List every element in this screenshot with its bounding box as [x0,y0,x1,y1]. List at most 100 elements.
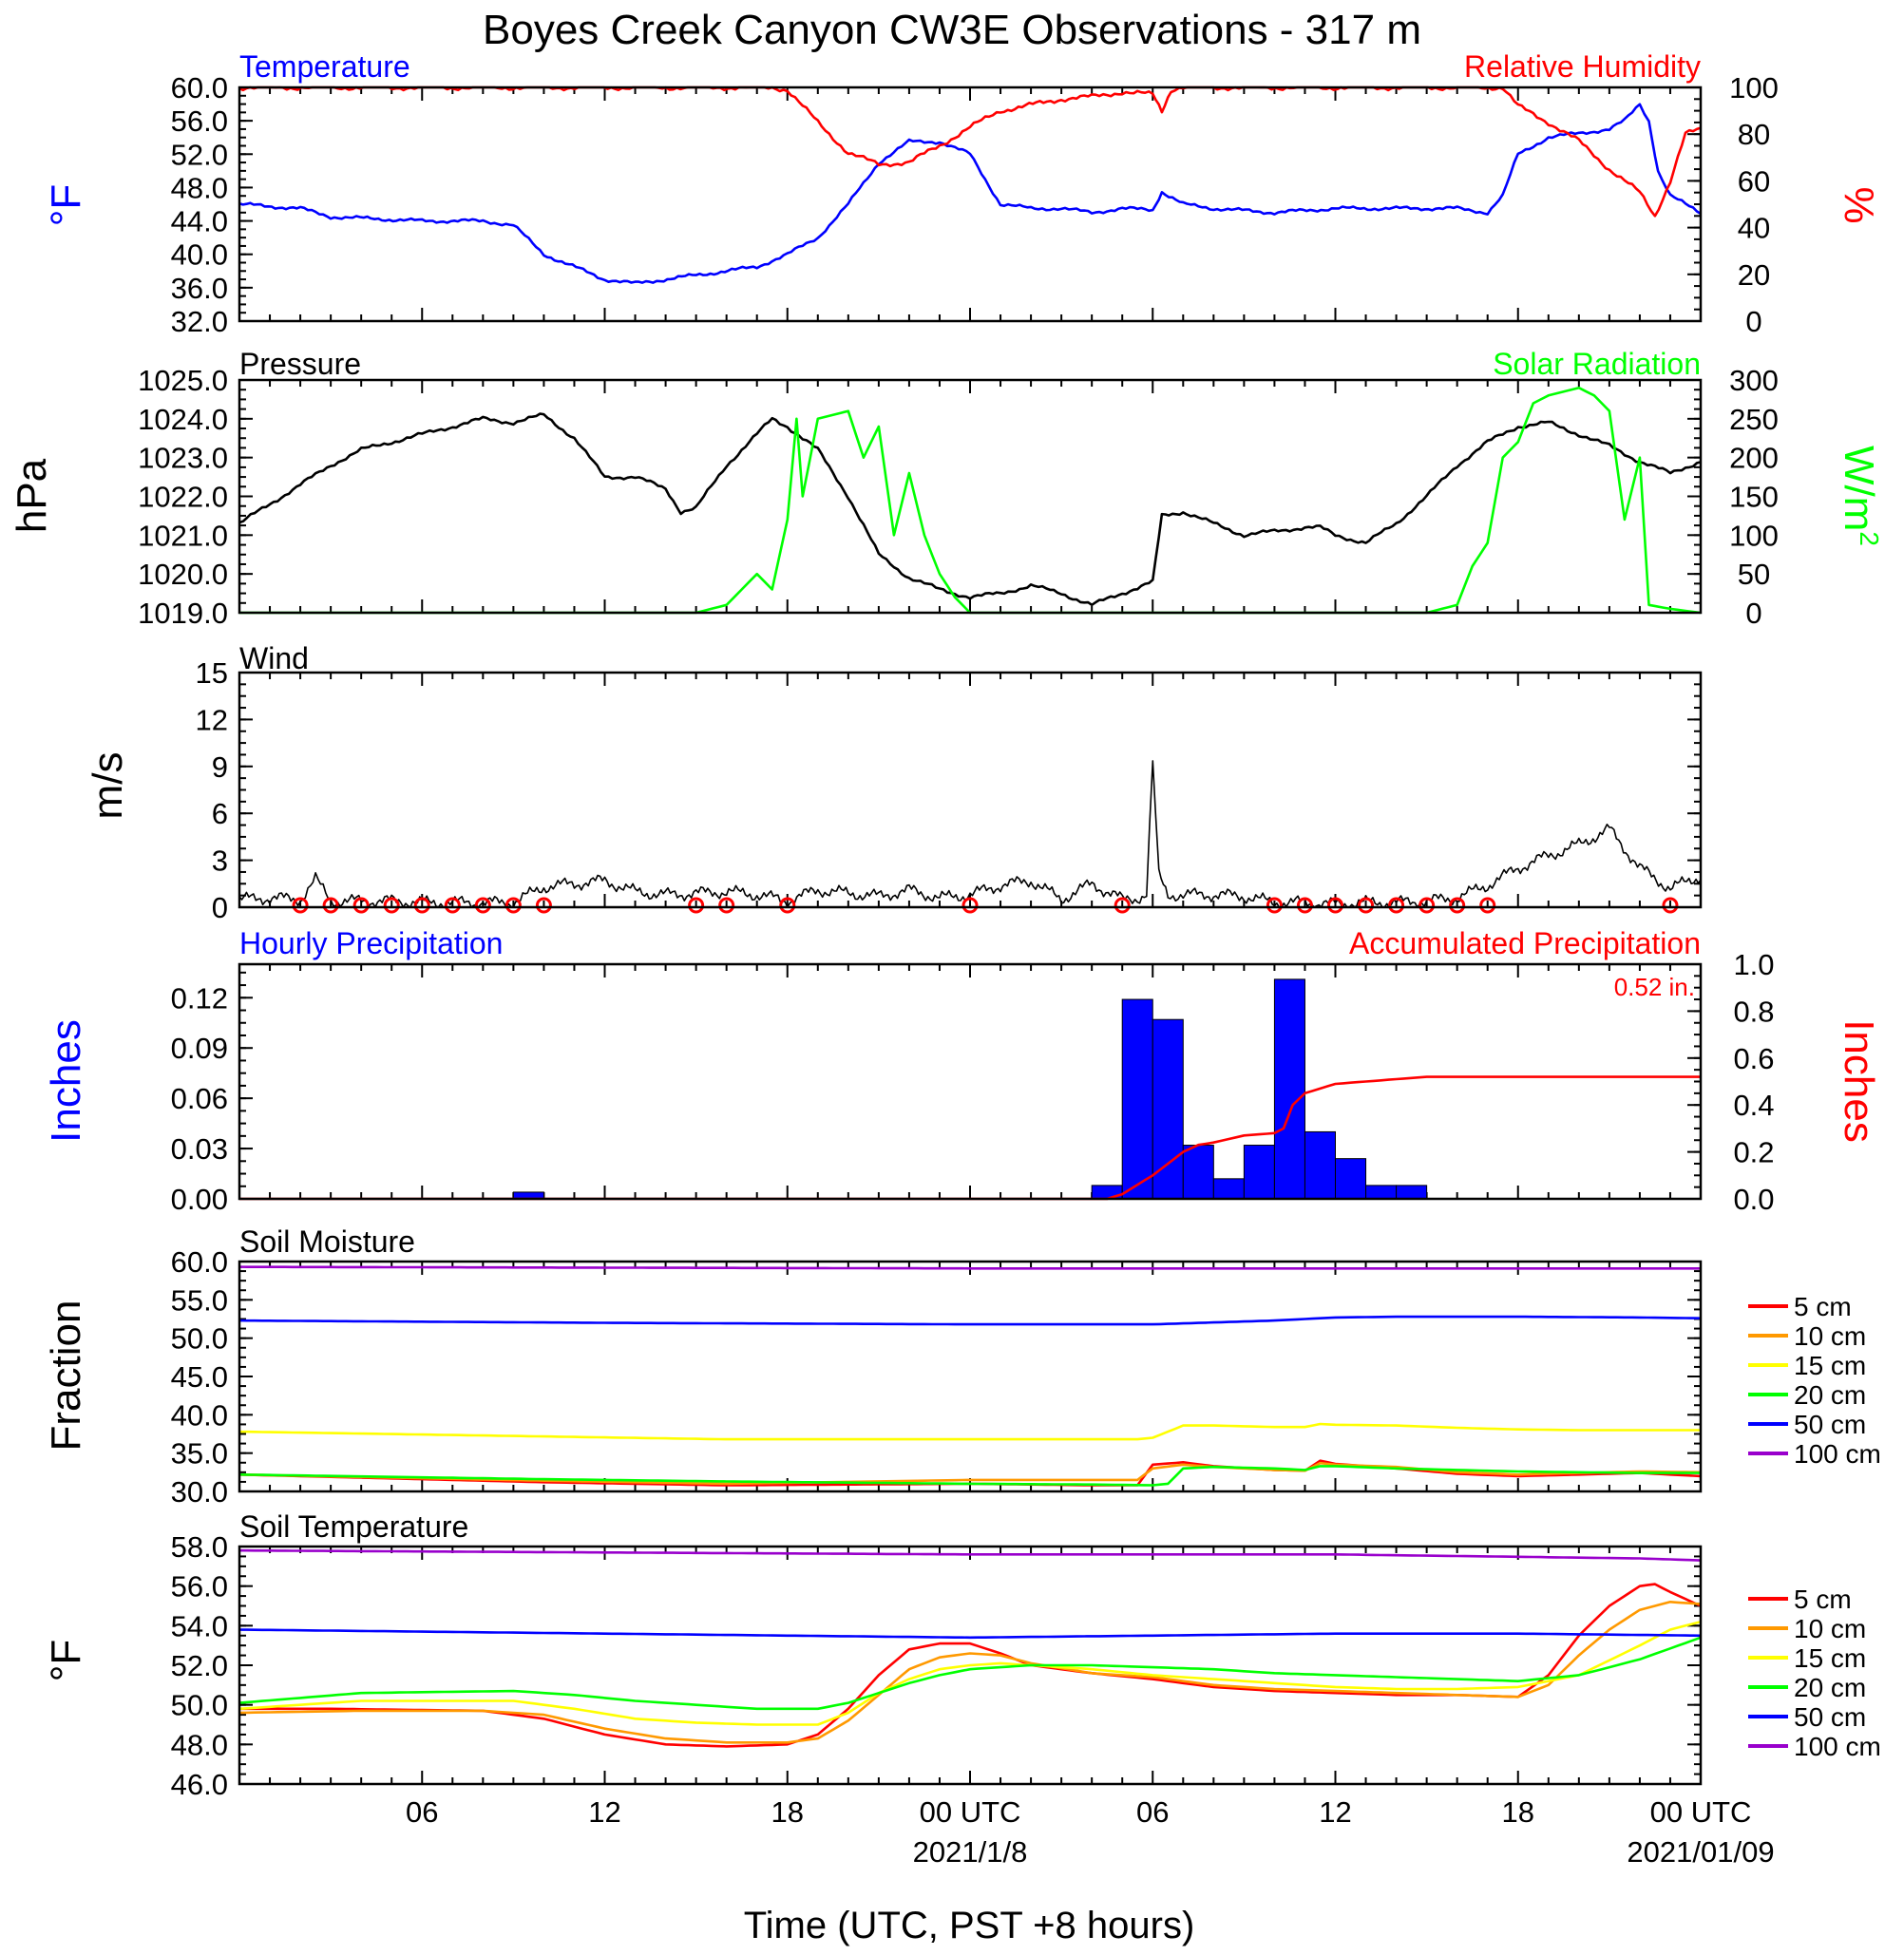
calm-wind-circle [718,897,735,914]
legend-label: 50 cm [1794,1410,1866,1439]
panel-frame [238,1545,1703,1786]
legend-label: 20 cm [1794,1673,1866,1702]
precip-bar [1335,1158,1367,1200]
calm-wind-circle [1358,897,1375,914]
calm-wind-circle [1479,897,1496,914]
calm-wind-circle [1266,897,1283,914]
soil-moisture-unit-label: Fraction [43,1300,89,1452]
series-line-100-cm [238,1265,1701,1270]
calm-wind-circle [505,897,522,914]
accumulated-precip-total: 0.52 in. [1614,973,1695,1001]
series-line-15-cm [238,1422,1701,1441]
y-tick-label-right: 0 [1745,597,1761,630]
panel-pressure-solar: Pressure Solar Radiation hPa W/m2 [9,347,1884,546]
precip-bar [1152,1018,1184,1200]
precip-bar [1182,1145,1214,1200]
y-tick-label-left: 40.0 [171,238,228,272]
x-tick-label: 00 UTC [1650,1795,1752,1829]
solar-unit-label: W/m2 [1836,446,1884,546]
calm-wind-circle [352,897,370,914]
y-tick-label-left: 45.0 [171,1360,228,1394]
y-tick-label-left: 12 [196,703,228,736]
y-tick-label-right: 250 [1729,403,1779,436]
legend-label: 20 cm [1794,1380,1866,1410]
y-tick-label-right: 1.0 [1733,948,1774,981]
series-line-15-cm [238,1620,1702,1726]
x-date-label: 2021/01/09 [1627,1835,1774,1869]
legend-label: 10 cm [1794,1614,1866,1643]
y-tick-label-left: 48.0 [171,1728,228,1761]
y-tick-label-left: 0.06 [171,1082,228,1115]
panel-frame [238,378,1703,615]
hourly-precip-title: Hourly Precipitation [239,926,503,960]
legend-label: 100 cm [1794,1439,1881,1469]
panel-frame [238,671,1703,909]
calm-wind-circle [1114,897,1131,914]
calm-wind-circle [413,897,430,914]
calm-wind-circle [688,897,705,914]
x-tick-label: 18 [771,1795,804,1829]
humidity-unit-label: % [1836,186,1882,223]
y-tick-label-left: 6 [212,797,228,830]
wind-unit-label: m/s [85,752,131,820]
x-tick-label: 18 [1502,1795,1534,1829]
legend-label: 50 cm [1794,1702,1866,1732]
panel-soil-moisture: Soil Moisture Fraction [43,1224,415,1451]
series-line-100-cm [239,1548,1702,1562]
accumulated-precip-title: Accumulated Precipitation [1349,926,1701,960]
x-tick-label: 00 UTC [920,1795,1021,1829]
panel-precipitation: Hourly Precipitation Accumulated Precipi… [43,926,1882,1143]
series-line-10-cm [238,1601,1702,1744]
x-date-label: 2021/1/8 [913,1835,1028,1869]
series-line-50-cm [238,1628,1702,1640]
panel-frame [238,962,1703,1201]
series-line-left [238,412,1702,607]
calm-wind-circle [383,897,400,914]
solar-radiation-title: Solar Radiation [1493,347,1701,381]
y-tick-label-right: 40 [1738,212,1770,245]
soil-temperature-unit-label: °F [43,1640,89,1681]
y-tick-label-left: 36.0 [171,272,228,305]
y-tick-label-left: 0.00 [171,1183,228,1216]
calm-wind-circle [444,897,461,914]
legend-label: 100 cm [1794,1732,1881,1761]
calm-wind-circle [535,897,552,914]
calm-wind-circle [1662,897,1679,914]
series-line-right [239,386,1702,615]
y-tick-label-right: 0 [1745,305,1761,338]
y-tick-label-left: 50.0 [171,1689,228,1722]
legend-label: 5 cm [1794,1585,1852,1614]
calm-wind-circle [1449,897,1466,914]
y-tick-label-left: 44.0 [171,205,228,238]
y-tick-label-left: 35.0 [171,1437,228,1471]
figure-title: Boyes Creek Canyon CW3E Observations - 3… [483,7,1421,53]
y-tick-label-right: 20 [1738,258,1770,292]
precip-bar [1212,1178,1245,1200]
y-tick-label-right: 50 [1738,558,1770,591]
precip-bar [1365,1185,1398,1200]
panel-pres_solar-marks: 1019.0 1020.0 1021.0 1022.0 1023.0 1024.0 1025… [138,364,1779,630]
y-tick-label-right: 0.8 [1733,995,1774,1028]
y-tick-label-left: 1025.0 [138,364,228,397]
legend-label: 10 cm [1794,1321,1866,1351]
relative-humidity-title: Relative Humidity [1464,49,1701,84]
precip-bar [1304,1130,1337,1200]
pressure-title: Pressure [239,347,361,381]
calm-wind-circle [1296,897,1313,914]
y-tick-label-left: 0.12 [171,981,228,1015]
y-tick-label-left: 48.0 [171,171,228,204]
x-axis-label: Time (UTC, PST +8 hours) [744,1905,1195,1946]
y-tick-label-left: 56.0 [171,104,228,138]
calm-wind-circle [779,897,796,914]
y-tick-label-left: 15 [196,656,228,690]
y-tick-label-left: 1020.0 [138,558,228,591]
legend-label: 15 cm [1794,1643,1866,1673]
hourly-precip-unit-label: Inches [43,1019,89,1143]
y-tick-label-left: 52.0 [171,138,228,171]
y-tick-label-left: 1023.0 [138,442,228,475]
accumulated-precip-unit-label: Inches [1836,1019,1882,1143]
y-tick-label-right: 0.0 [1733,1183,1774,1216]
y-tick-label-left: 58.0 [171,1530,228,1564]
y-tick-label-right: 100 [1729,519,1779,552]
